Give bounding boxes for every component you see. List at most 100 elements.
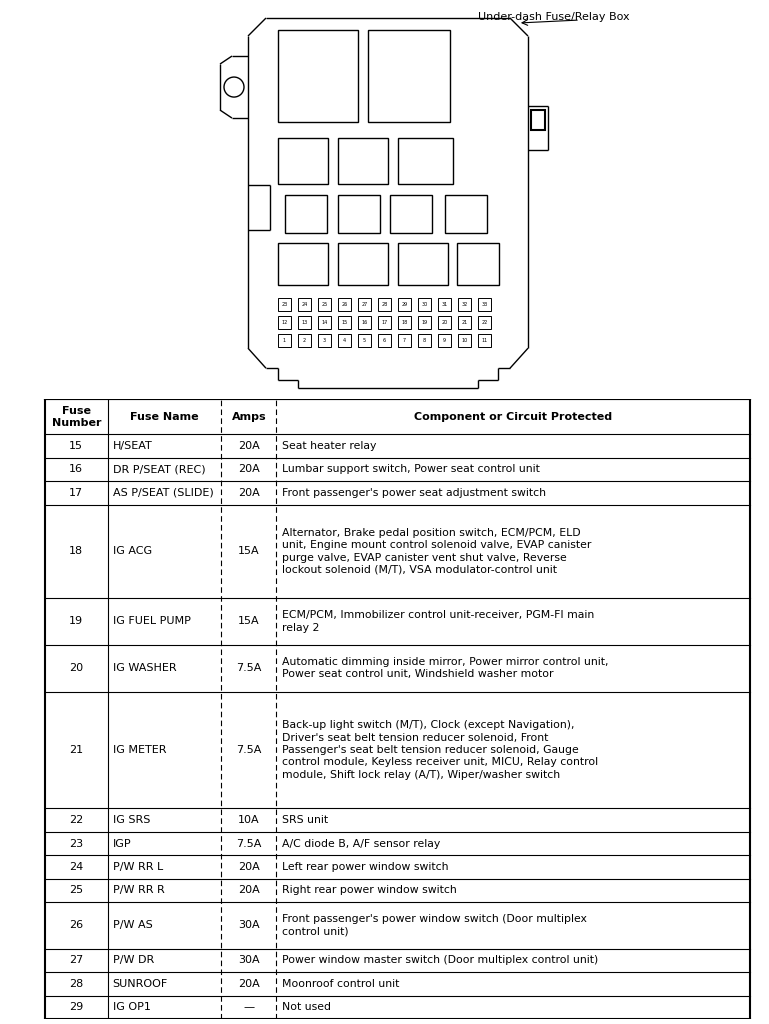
Text: Back-up light switch (M/T), Clock (except Navigation),
Driver's seat belt tensio: Back-up light switch (M/T), Clock (excep… <box>281 720 598 780</box>
Text: 21: 21 <box>69 745 83 755</box>
Text: 33: 33 <box>481 302 488 307</box>
Bar <box>278 243 328 285</box>
Text: 24: 24 <box>69 862 84 871</box>
Text: IG WASHER: IG WASHER <box>113 664 176 673</box>
Bar <box>438 334 451 347</box>
Text: 7.5A: 7.5A <box>236 745 261 755</box>
Text: 9: 9 <box>443 338 446 343</box>
Bar <box>338 243 388 285</box>
Bar <box>478 334 491 347</box>
Text: 17: 17 <box>381 321 388 326</box>
Text: Amps: Amps <box>231 412 266 422</box>
Text: Automatic dimming inside mirror, Power mirror control unit,
Power seat control u: Automatic dimming inside mirror, Power m… <box>281 657 608 679</box>
Text: P/W RR R: P/W RR R <box>113 886 165 895</box>
Text: 21: 21 <box>461 321 468 326</box>
Text: 25: 25 <box>69 886 83 895</box>
Text: IG METER: IG METER <box>113 745 166 755</box>
Text: H/SEAT: H/SEAT <box>113 441 152 452</box>
Bar <box>390 196 432 233</box>
Text: 20A: 20A <box>238 487 260 498</box>
Bar <box>418 334 431 347</box>
Bar <box>478 298 491 311</box>
Text: 8: 8 <box>423 338 426 343</box>
Text: 20A: 20A <box>238 465 260 474</box>
Bar <box>358 298 371 311</box>
Text: 30A: 30A <box>238 921 260 931</box>
Text: 14: 14 <box>321 321 328 326</box>
Text: 17: 17 <box>69 487 83 498</box>
Text: 24: 24 <box>301 302 308 307</box>
Bar <box>378 316 391 329</box>
Text: 19: 19 <box>421 321 428 326</box>
Text: IG SRS: IG SRS <box>113 815 150 825</box>
Text: 10A: 10A <box>238 815 260 825</box>
Text: 13: 13 <box>301 321 308 326</box>
Text: Right rear power window switch: Right rear power window switch <box>281 886 456 895</box>
Bar <box>358 316 371 329</box>
Text: 7.5A: 7.5A <box>236 839 261 849</box>
Text: IGP: IGP <box>113 839 131 849</box>
Bar <box>278 334 291 347</box>
Text: 22: 22 <box>481 321 488 326</box>
Text: 22: 22 <box>69 815 84 825</box>
Text: 20: 20 <box>69 664 83 673</box>
Bar <box>278 298 291 311</box>
Text: 28: 28 <box>69 979 84 989</box>
Text: P/W DR: P/W DR <box>113 955 154 966</box>
Text: 10: 10 <box>461 338 468 343</box>
Bar <box>445 196 487 233</box>
Bar <box>338 334 351 347</box>
Text: 30A: 30A <box>238 955 260 966</box>
Text: Under-dash Fuse/Relay Box: Under-dash Fuse/Relay Box <box>478 12 630 22</box>
Text: 19: 19 <box>69 616 83 627</box>
Text: 7: 7 <box>403 338 406 343</box>
Bar <box>418 298 431 311</box>
Bar <box>278 30 358 122</box>
Bar <box>458 316 471 329</box>
Text: 25: 25 <box>321 302 328 307</box>
Text: Left rear power window switch: Left rear power window switch <box>281 862 448 871</box>
Bar <box>478 316 491 329</box>
Bar <box>457 243 499 285</box>
Bar <box>338 138 388 184</box>
Text: 29: 29 <box>69 1002 84 1012</box>
Bar <box>285 196 327 233</box>
Text: 15: 15 <box>341 321 348 326</box>
Text: IG FUEL PUMP: IG FUEL PUMP <box>113 616 191 627</box>
Text: —: — <box>243 1002 255 1012</box>
Text: 30: 30 <box>421 302 428 307</box>
Text: 27: 27 <box>69 955 84 966</box>
Bar <box>398 334 411 347</box>
Text: 32: 32 <box>461 302 468 307</box>
Text: 12: 12 <box>281 321 288 326</box>
Bar <box>298 298 311 311</box>
Text: Seat heater relay: Seat heater relay <box>281 441 376 452</box>
Text: 16: 16 <box>361 321 368 326</box>
Bar <box>298 334 311 347</box>
Text: 26: 26 <box>69 921 83 931</box>
Text: 26: 26 <box>341 302 348 307</box>
Text: Fuse
Number: Fuse Number <box>52 406 101 428</box>
Text: P/W AS: P/W AS <box>113 921 152 931</box>
Text: Fuse Name: Fuse Name <box>130 412 198 422</box>
Text: SRS unit: SRS unit <box>281 815 328 825</box>
Bar <box>398 138 453 184</box>
Text: 4: 4 <box>343 338 346 343</box>
Text: 1: 1 <box>283 338 286 343</box>
Text: 7.5A: 7.5A <box>236 664 261 673</box>
Text: Front passenger's power window switch (Door multiplex
control unit): Front passenger's power window switch (D… <box>281 914 587 937</box>
Text: 28: 28 <box>381 302 388 307</box>
Text: 15A: 15A <box>238 547 260 556</box>
Text: IG OP1: IG OP1 <box>113 1002 151 1012</box>
Bar <box>458 334 471 347</box>
Text: 31: 31 <box>441 302 448 307</box>
Text: 27: 27 <box>361 302 368 307</box>
Text: IG ACG: IG ACG <box>113 547 151 556</box>
Text: Front passenger's power seat adjustment switch: Front passenger's power seat adjustment … <box>281 487 545 498</box>
Text: 20: 20 <box>441 321 448 326</box>
Bar <box>368 30 450 122</box>
Bar <box>398 298 411 311</box>
Bar <box>318 298 331 311</box>
Bar <box>418 316 431 329</box>
Text: AS P/SEAT (SLIDE): AS P/SEAT (SLIDE) <box>113 487 214 498</box>
